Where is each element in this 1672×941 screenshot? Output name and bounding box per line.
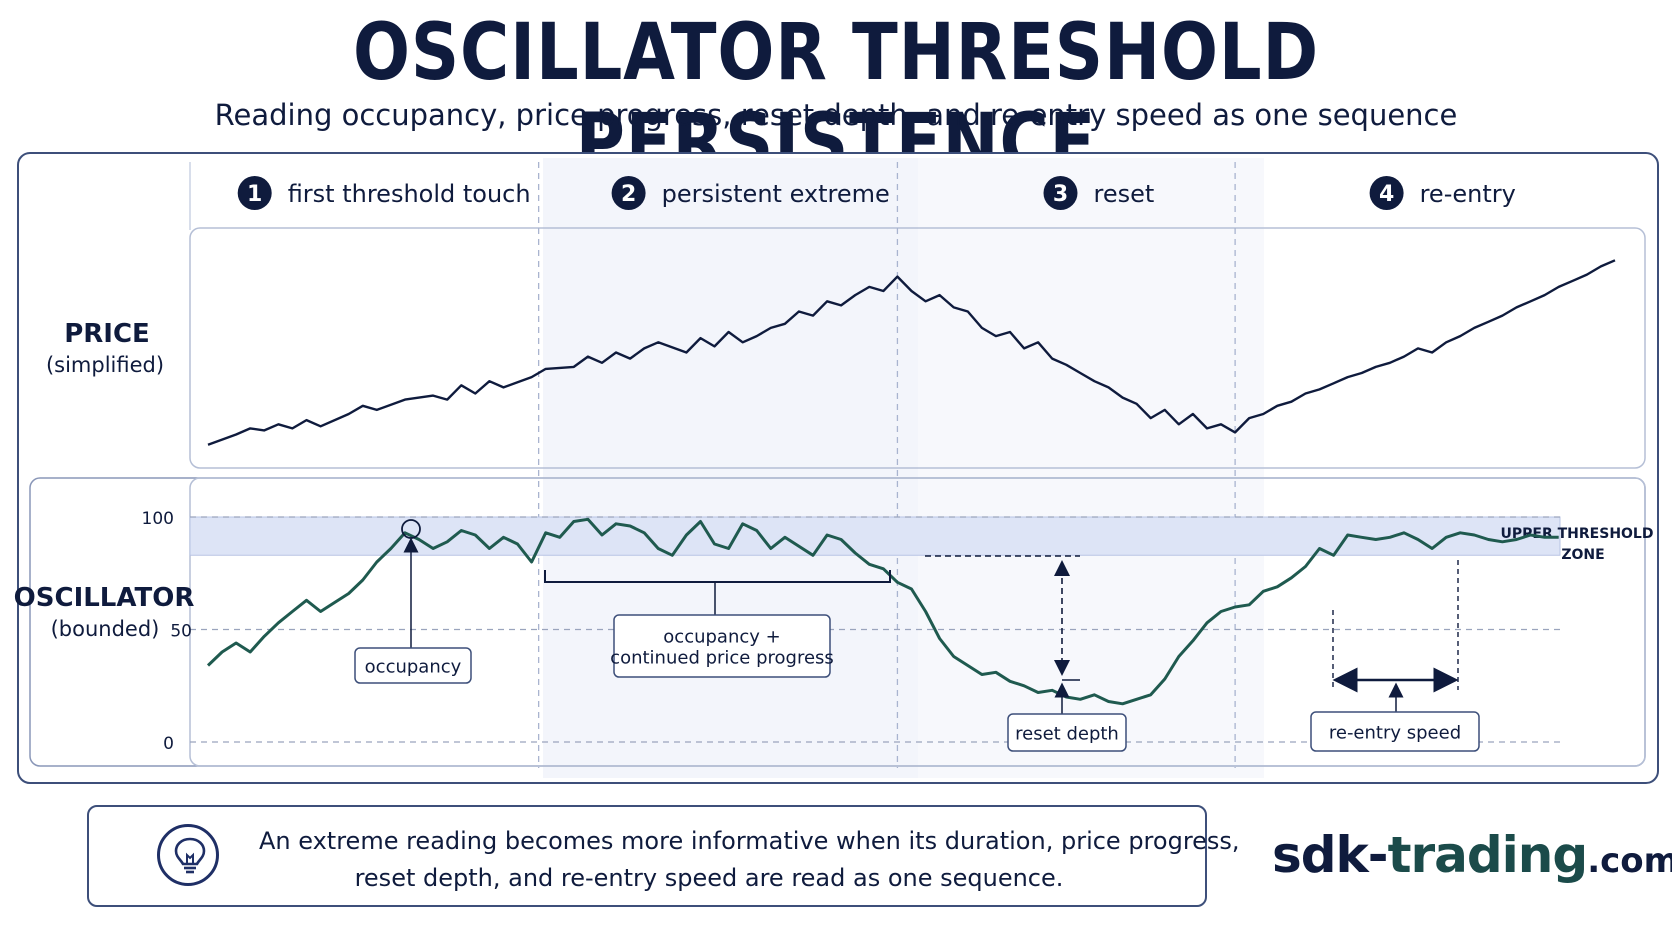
footer-line-2: reset depth, and re-entry speed are read… <box>354 864 1064 892</box>
footer-line-1: An extreme reading becomes more informat… <box>259 827 1240 855</box>
stage-number-badge-1 <box>237 176 272 210</box>
price-series-line <box>207 259 1616 446</box>
occupancy-progress-annotation-text-1: occupancy + <box>663 627 780 648</box>
stage-number-4: 4 <box>1379 182 1394 207</box>
reset-depth-annotation-text-1: reset depth <box>1015 724 1119 745</box>
footer-text: An extreme reading becomes more informat… <box>259 823 1240 897</box>
lightbulb-icon <box>157 824 219 886</box>
reset-depth-annotation-box <box>1007 713 1127 752</box>
stage-label-1: first threshold touch <box>288 180 531 208</box>
oscillator-tick-label-50: 50 <box>170 622 192 642</box>
occupancy-progress-annotation-text-2: continued price progress <box>610 647 834 668</box>
stage-number-2: 2 <box>621 182 636 207</box>
oscillator-sublabel: (bounded) <box>51 617 160 641</box>
stage-number-badge-4 <box>1369 176 1404 210</box>
stage-number-badge-2 <box>611 176 646 210</box>
stage-header-3: 3 reset <box>1043 176 1155 210</box>
stage-number-1: 1 <box>247 182 262 207</box>
stage-number-3: 3 <box>1053 182 1068 207</box>
oscillator-tick-label-100: 100 <box>142 509 174 529</box>
reentry-speed-annotation: re-entry speed <box>1310 711 1480 752</box>
price-sublabel: (simplified) <box>46 353 164 377</box>
brand-part-3: .com <box>1587 841 1672 881</box>
stage-label-4: re-entry <box>1420 180 1516 208</box>
reentry-speed-annotation-box <box>1310 711 1480 752</box>
page-subtitle: Reading occupancy, price progress, reset… <box>214 98 1458 132</box>
occupancy-bracket <box>544 570 891 583</box>
stage-label-2: persistent extreme <box>662 180 890 208</box>
stage-number-badge-3 <box>1043 176 1078 210</box>
brand-part-2: trading <box>1387 826 1589 884</box>
brand-part-1: sdk- <box>1272 826 1389 884</box>
price-panel <box>189 227 1646 469</box>
page-title: OSCILLATOR THRESHOLD PERSISTENCE <box>353 8 1319 188</box>
occupancy-progress-annotation: occupancy +continued price progress <box>610 614 834 678</box>
footer-callout: An extreme reading becomes more informat… <box>87 805 1240 907</box>
stage-header-4: 4 re-entry <box>1369 176 1516 210</box>
occupancy-annotation-box <box>354 647 472 684</box>
oscillator-inner-panel <box>189 477 1646 767</box>
oscillator-series-line <box>206 517 1559 706</box>
occupancy-progress-annotation-box <box>613 614 831 678</box>
price-label: PRICE <box>64 319 150 349</box>
brand-logo: sdk-trading.com <box>1272 826 1672 884</box>
stage-header-2: 2 persistent extreme <box>611 176 890 210</box>
oscillator-label: OSCILLATOR <box>14 583 195 613</box>
reentry-speed-annotation-text-1: re-entry speed <box>1329 723 1461 744</box>
threshold-zone-label: UPPER THRESHOLD ZONE <box>1501 526 1654 563</box>
stage-header-1: 1 first threshold touch <box>237 176 531 210</box>
occupancy-annotation: occupancy <box>354 647 472 684</box>
occupancy-annotation-text-1: occupancy <box>365 657 462 678</box>
reset-depth-annotation: reset depth <box>1007 713 1127 752</box>
oscillator-tick-label-0: 0 <box>163 734 174 754</box>
stage-label-3: reset <box>1094 180 1155 208</box>
